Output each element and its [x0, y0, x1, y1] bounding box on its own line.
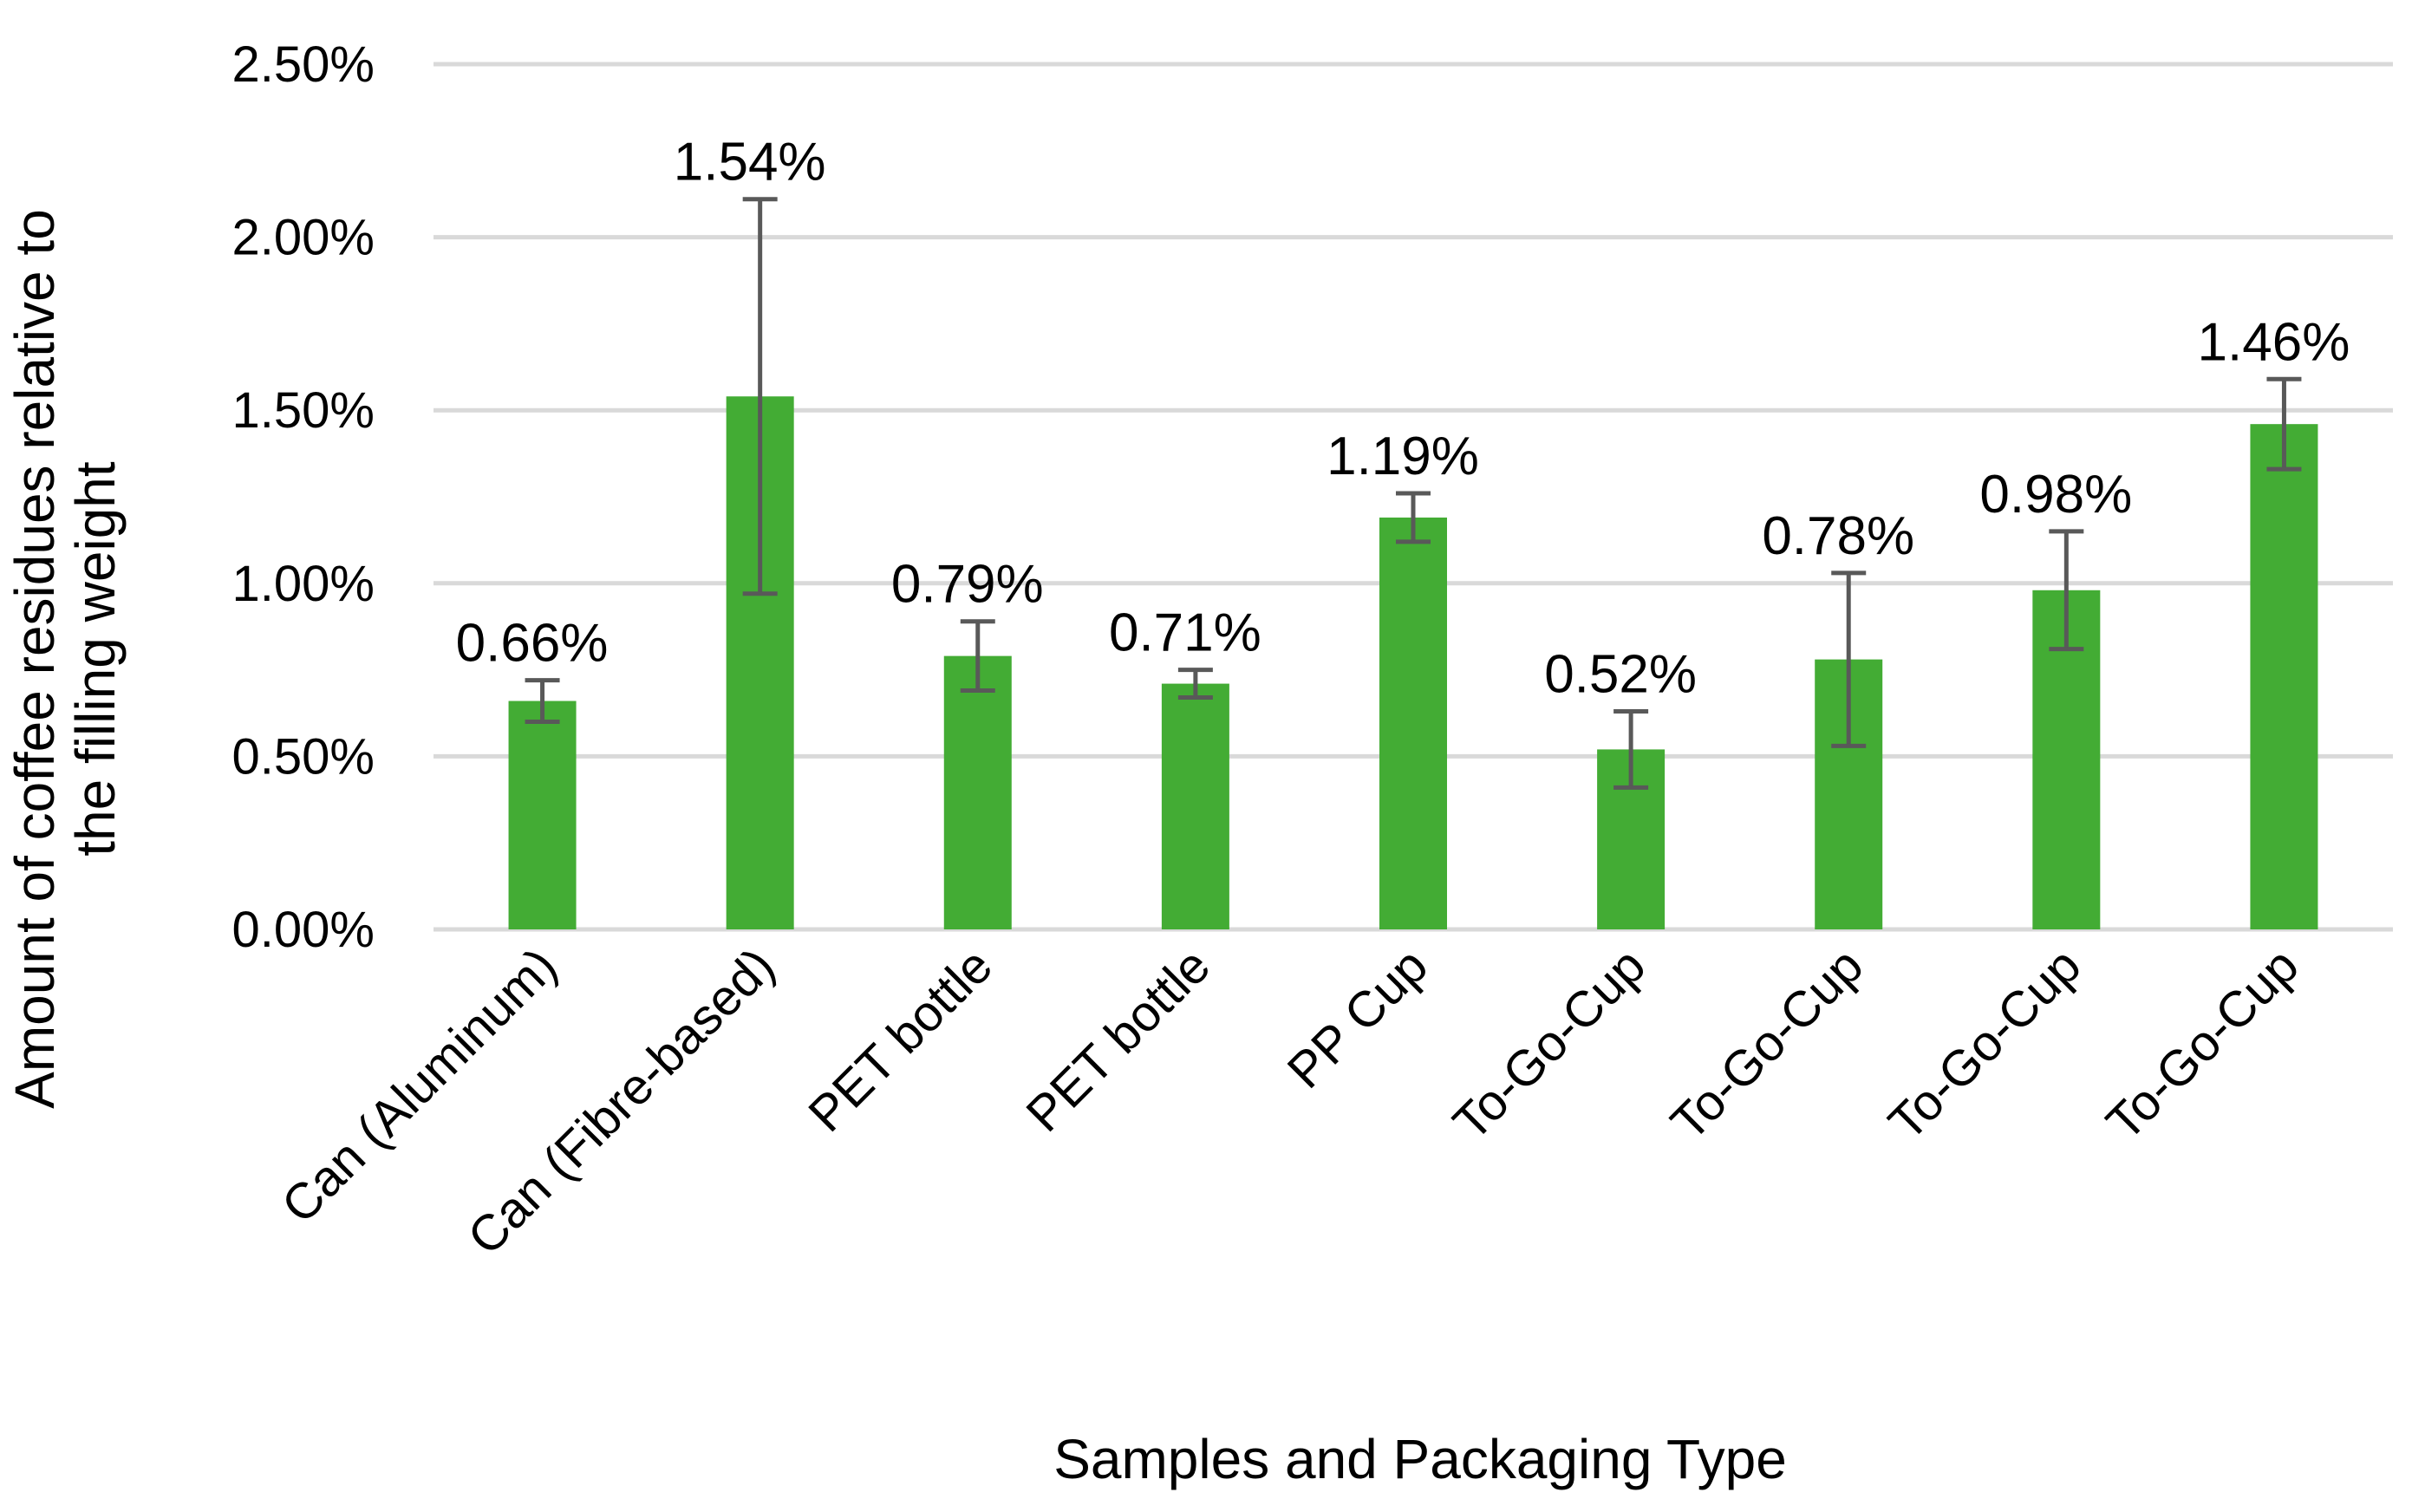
- bar: [943, 655, 1012, 929]
- x-axis-category-labels: Can (Aluminum)Can (Fibre-based) PET bottl…: [271, 937, 2310, 1266]
- y-tick-label: 1.50%: [232, 382, 375, 439]
- y-axis-title-line1: Amount of coffee residues relative to: [3, 209, 66, 1109]
- y-tick-label: 0.00%: [232, 902, 375, 958]
- error-bar: [1613, 709, 1649, 790]
- y-tick-label: 2.00%: [232, 210, 375, 266]
- y-tick-label: 2.50%: [232, 36, 375, 93]
- bar: [1161, 683, 1229, 929]
- y-axis-title-line2: the filling weight: [64, 461, 127, 857]
- error-bar: [742, 197, 778, 596]
- data-label: 0.79%: [891, 555, 1044, 615]
- y-tick-label: 0.50%: [232, 728, 375, 785]
- data-label: 0.98%: [1979, 465, 2132, 525]
- error-bar: [2049, 529, 2084, 652]
- x-category-label: To-Go-Cup: [2096, 937, 2310, 1151]
- data-label: 1.46%: [2198, 312, 2350, 372]
- x-category-label: PET bottle: [1015, 937, 1221, 1143]
- data-label: 0.52%: [1544, 645, 1697, 705]
- error-bar: [960, 619, 995, 694]
- x-category-label: To-Go-Cup: [1878, 937, 2092, 1151]
- y-tick-label: 1.00%: [232, 556, 375, 612]
- bar: [1379, 517, 1447, 929]
- error-bars: [525, 197, 2302, 790]
- x-category-label: To-Go-Cup: [1443, 937, 1657, 1151]
- bar: [2250, 424, 2318, 930]
- x-category-label: PET bottle: [798, 937, 1003, 1143]
- data-label: 0.71%: [1109, 603, 1261, 663]
- error-bar: [1396, 491, 1431, 544]
- error-bar: [525, 678, 560, 724]
- error-bar: [1177, 668, 1213, 701]
- data-label: 1.19%: [1327, 427, 1479, 486]
- data-label: 0.78%: [1762, 506, 1914, 566]
- x-axis-title: Samples and Packaging Type: [1053, 1428, 1787, 1490]
- data-label: 0.66%: [456, 614, 609, 674]
- error-bar: [1831, 570, 1867, 748]
- bar: [508, 701, 577, 929]
- y-axis-title: Amount of coffee residues relative to th…: [3, 209, 127, 1109]
- x-category-label: PP Cup: [1277, 937, 1439, 1099]
- data-label: 1.54%: [674, 133, 826, 192]
- x-category-label: To-Go-Cup: [1660, 937, 1874, 1151]
- data-labels: 0.66% 1.54% 0.79% 0.71% 1.19% 0.52% 0.78% 0.98%…: [456, 133, 2350, 705]
- y-axis-tick-labels: 0.00% 0.50% 1.00% 1.50% 2.00% 2.50%: [232, 36, 375, 958]
- error-bar: [2266, 376, 2302, 472]
